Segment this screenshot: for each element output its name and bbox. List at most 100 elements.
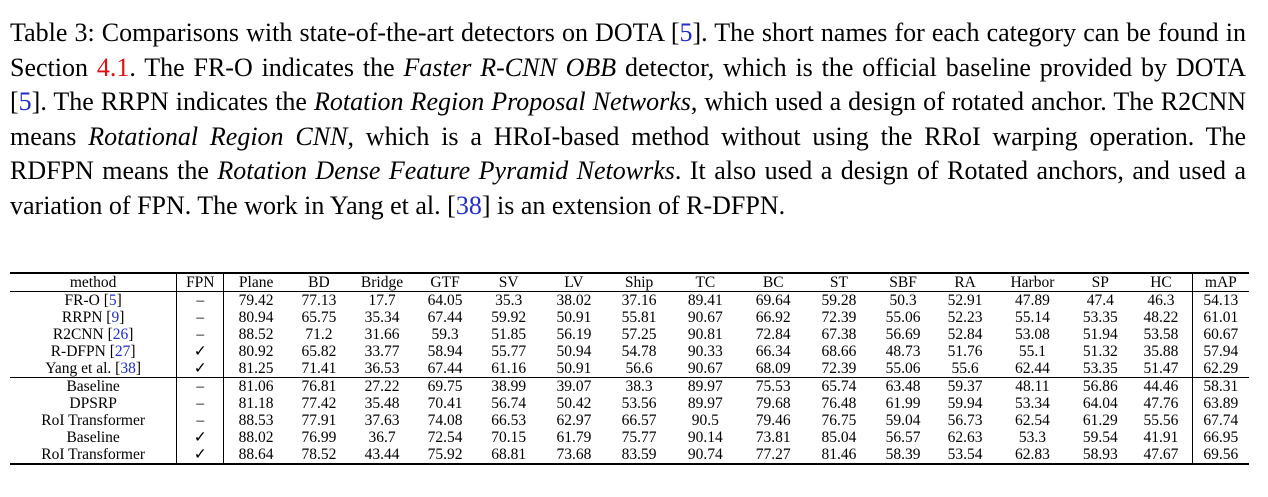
value-cell: 47.89 bbox=[1014, 291, 1050, 309]
value-cell: 59.92 bbox=[491, 308, 527, 326]
value-cell: 35.48 bbox=[364, 394, 400, 412]
value-cell: 58.39 bbox=[885, 445, 921, 463]
value-cell: 58.93 bbox=[1082, 445, 1118, 463]
value-cell: 75.92 bbox=[427, 445, 463, 463]
value-cell: 50.91 bbox=[556, 359, 592, 377]
value-cell: 61.16 bbox=[491, 359, 527, 377]
fpn-cell: – bbox=[176, 326, 225, 343]
method-cell: R-DFPN [27] bbox=[10, 342, 178, 360]
value-cell: 35.88 bbox=[1143, 342, 1179, 360]
value-cell: 58.31 bbox=[1191, 377, 1249, 395]
value-cell: 78.52 bbox=[301, 445, 337, 463]
value-cell: 70.41 bbox=[427, 394, 463, 412]
method-name: R2CNN bbox=[52, 325, 104, 343]
value-cell: 71.41 bbox=[301, 359, 337, 377]
caption-text: ] is an extension of R-DFPN. bbox=[481, 190, 786, 220]
column-header: Harbor bbox=[1010, 273, 1055, 291]
fpn-cell: – bbox=[176, 377, 225, 395]
table-row: RRPN [9] –80.94 65.75 35.34 67.44 59.92 50.91 5… bbox=[10, 309, 1249, 326]
value-cell: 48.11 bbox=[1015, 377, 1050, 395]
value-cell: 81.25 bbox=[238, 359, 274, 377]
caption-italic: Rotation Dense Feature Pyramid Netowrks bbox=[217, 156, 675, 186]
caption-italic: Rotational Region CNN bbox=[88, 121, 348, 151]
value-cell: 55.06 bbox=[885, 359, 921, 377]
value-cell: 68.81 bbox=[491, 445, 527, 463]
value-cell: 61.01 bbox=[1191, 309, 1249, 326]
value-cell: 53.56 bbox=[621, 394, 657, 412]
method-cell: FR-O [5] bbox=[10, 291, 178, 309]
value-cell: 67.38 bbox=[821, 325, 857, 343]
column-header: SV bbox=[498, 273, 519, 291]
value-cell: 79.42 bbox=[238, 291, 274, 309]
method-name: FR-O bbox=[64, 291, 100, 309]
method-cell: R2CNN [26] bbox=[10, 325, 178, 343]
citation-link[interactable]: 9 bbox=[111, 308, 120, 326]
table-row: Yang et al. [38] ✓ 81.25 71.41 36.53 67.44 61.… bbox=[10, 360, 1249, 378]
value-cell: 67.44 bbox=[427, 308, 463, 326]
value-cell: 56.69 bbox=[885, 325, 921, 343]
value-cell: 48.73 bbox=[885, 342, 921, 360]
prior-methods-group: FR-O [5] –79.42 77.13 17.7 64.05 35.3 38.02 37.… bbox=[10, 291, 1249, 378]
caption-text: Comparisons with state-of-the-art detect… bbox=[94, 18, 680, 47]
value-cell: 77.91 bbox=[301, 411, 337, 429]
column-header: LV bbox=[564, 273, 584, 291]
value-cell: 59.94 bbox=[947, 394, 983, 412]
value-cell: 56.6 bbox=[625, 359, 653, 377]
column-header: Plane bbox=[238, 273, 274, 291]
value-cell: 69.64 bbox=[755, 291, 791, 309]
value-cell: 38.3 bbox=[625, 377, 653, 395]
value-cell: 64.04 bbox=[1082, 394, 1118, 412]
column-header: RA bbox=[954, 273, 976, 291]
value-cell: 41.91 bbox=[1143, 428, 1179, 446]
value-cell: 59.37 bbox=[947, 377, 983, 395]
value-cell: 80.94 bbox=[238, 308, 274, 326]
value-cell: 54.78 bbox=[621, 342, 657, 360]
column-header: method bbox=[10, 273, 178, 292]
column-header: TC bbox=[695, 273, 716, 291]
method-name: DPSRP bbox=[69, 394, 117, 412]
value-cell: 67.74 bbox=[1191, 412, 1249, 429]
value-cell: 74.08 bbox=[427, 411, 463, 429]
column-header: Bridge bbox=[360, 273, 404, 291]
table-row: RoI Transformer –88.53 77.91 37.63 74.08 66.5… bbox=[10, 412, 1249, 429]
value-cell: 47.4 bbox=[1086, 291, 1114, 309]
value-cell: 51.85 bbox=[491, 325, 527, 343]
citation-link[interactable]: 5 bbox=[18, 87, 32, 117]
citation-link[interactable]: 26 bbox=[112, 325, 129, 343]
value-cell: 72.39 bbox=[821, 308, 857, 326]
value-cell: 39.07 bbox=[556, 377, 592, 395]
column-header: mAP bbox=[1191, 273, 1249, 292]
citation-link[interactable]: 38 bbox=[455, 190, 482, 220]
value-cell: 81.46 bbox=[821, 445, 857, 463]
section-link[interactable]: 4.1 bbox=[96, 52, 130, 82]
value-cell: 36.53 bbox=[364, 359, 400, 377]
value-cell: 60.67 bbox=[1191, 326, 1249, 343]
proposed-methods-group: Baseline –81.06 76.81 27.22 69.75 38.99 39.07 3… bbox=[10, 377, 1249, 464]
value-cell: 59.28 bbox=[821, 291, 857, 309]
value-cell: 62.44 bbox=[1014, 359, 1050, 377]
method-name: Baseline bbox=[66, 377, 120, 395]
fpn-cell: – bbox=[176, 309, 225, 326]
citation-link[interactable]: 5 bbox=[679, 18, 693, 47]
value-cell: 90.67 bbox=[687, 359, 723, 377]
method-name: R-DFPN bbox=[50, 342, 106, 360]
value-cell: 90.67 bbox=[687, 308, 723, 326]
value-cell: 65.75 bbox=[301, 308, 337, 326]
value-cell: 62.97 bbox=[556, 411, 592, 429]
results-table: method FPN Plane BD Bridge GTF SV LV Ship TC BC ST S… bbox=[10, 272, 1249, 465]
value-cell: 35.34 bbox=[364, 308, 400, 326]
citation-link[interactable]: 5 bbox=[108, 291, 117, 309]
caption-text: ]. The RRPN indicates the bbox=[31, 87, 314, 117]
value-cell: 53.58 bbox=[1143, 325, 1179, 343]
value-cell: 52.23 bbox=[947, 308, 983, 326]
value-cell: 72.54 bbox=[427, 428, 463, 446]
citation-link[interactable]: 38 bbox=[120, 359, 136, 377]
value-cell: 90.5 bbox=[691, 411, 719, 429]
citation-link[interactable]: 27 bbox=[114, 342, 131, 360]
column-header: ST bbox=[829, 273, 849, 291]
value-cell: 81.06 bbox=[238, 377, 274, 395]
value-cell: 66.92 bbox=[755, 308, 791, 326]
value-cell: 77.27 bbox=[755, 445, 791, 463]
value-cell: 69.56 bbox=[1191, 446, 1249, 464]
fpn-cell: – bbox=[176, 395, 225, 412]
